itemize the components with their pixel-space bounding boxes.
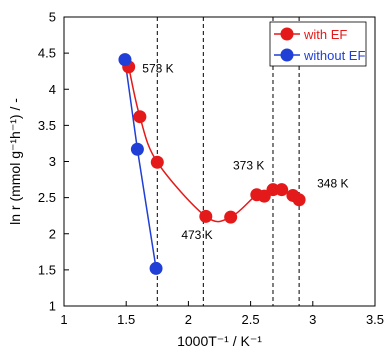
legend-marker-with-ef	[280, 27, 294, 41]
temperature-label: 573 K	[142, 62, 173, 76]
x-tick-label: 1.5	[117, 312, 135, 327]
x-tick-label: 3	[309, 312, 316, 327]
temperature-label: 373 K	[233, 158, 264, 172]
temperature-label: 473 K	[181, 228, 212, 242]
reference-lines	[156, 17, 300, 306]
y-tick-label: 4.5	[38, 46, 56, 61]
y-tick-label: 3	[49, 154, 56, 169]
y-axis-label: ln r (mmol g⁻¹h⁻¹) / -	[7, 98, 23, 225]
ticks: 1 1.5 2 2.5 3 3.5 1 1.5 2 2.5 3 3.5 4 4.5 5	[38, 10, 384, 328]
y-tick-label: 3.5	[38, 118, 56, 133]
data-point-with-ef	[224, 210, 238, 224]
data-point-with-ef	[133, 110, 147, 124]
temperature-label: 348 K	[317, 177, 348, 191]
x-axis-label: 1000T⁻¹ / K⁻¹	[177, 333, 262, 349]
data-point-without-ef	[130, 142, 144, 156]
x-tick-label: 2.5	[242, 312, 260, 327]
y-tick-label: 1	[49, 299, 56, 314]
legend-label-with-ef: with EF	[303, 27, 347, 42]
data-point-without-ef	[118, 53, 132, 67]
series-layer	[118, 53, 306, 275]
y-tick-label: 1.5	[38, 262, 56, 277]
x-tick-label: 3.5	[366, 312, 384, 327]
data-point-with-ef	[275, 183, 289, 197]
data-point-with-ef	[150, 155, 164, 169]
legend-label-without-ef: without EF	[303, 48, 365, 63]
series-line-with-ef	[127, 66, 300, 223]
x-tick-label: 1	[60, 312, 67, 327]
legend: with EF without EF	[269, 21, 367, 67]
data-point-with-ef	[199, 209, 213, 223]
y-tick-label: 4	[49, 82, 56, 97]
x-tick-label: 2	[185, 312, 192, 327]
data-point-with-ef	[292, 193, 306, 207]
data-point-without-ef	[149, 261, 163, 275]
legend-marker-without-ef	[280, 48, 294, 62]
y-tick-label: 2.5	[38, 190, 56, 205]
y-tick-label: 2	[49, 226, 56, 241]
y-tick-label: 5	[49, 10, 56, 25]
annotations: 573 K 473 K 373 K 348 K	[142, 62, 348, 242]
